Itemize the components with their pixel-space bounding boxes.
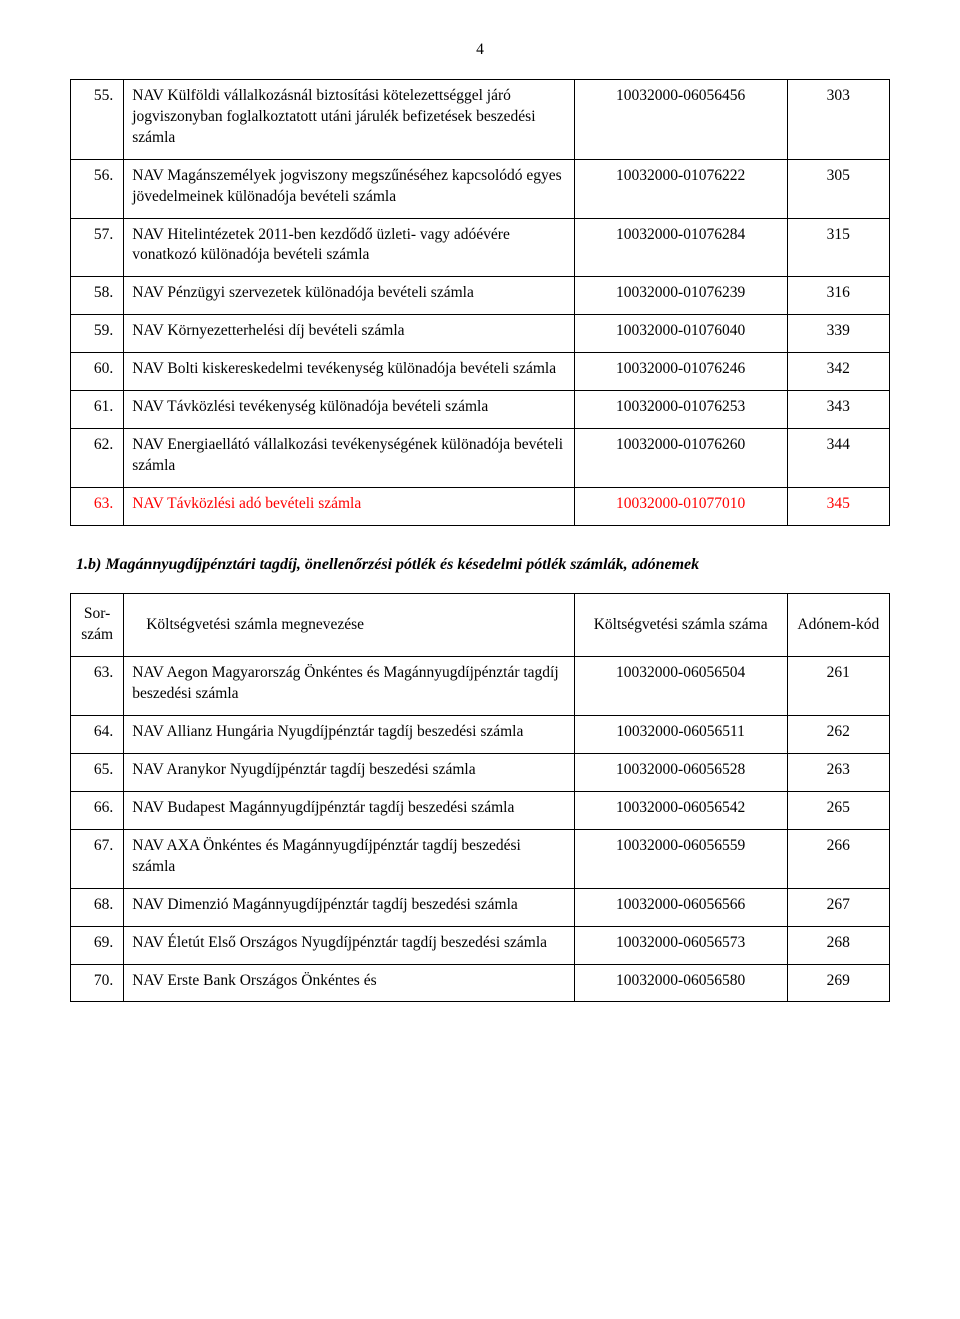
row-number: 63.	[71, 657, 124, 716]
row-number: 57.	[71, 218, 124, 277]
row-code: 261	[787, 657, 889, 716]
row-number: 65.	[71, 754, 124, 792]
row-number: 61.	[71, 391, 124, 429]
row-name: NAV Környezetterhelési díj bevételi szám…	[124, 315, 574, 353]
header-acct: Költségvetési számla száma	[574, 594, 787, 657]
row-code: 343	[787, 391, 889, 429]
table-upper: 55.NAV Külföldi vállalkozásnál biztosítá…	[70, 79, 890, 526]
row-account: 10032000-06056456	[574, 79, 787, 159]
row-code: 266	[787, 829, 889, 888]
row-account: 10032000-06056542	[574, 791, 787, 829]
section-heading: 1.b) Magánnyugdíjpénztári tagdíj, önelle…	[76, 554, 890, 576]
row-number: 68.	[71, 888, 124, 926]
row-number: 66.	[71, 791, 124, 829]
row-name: NAV Magánszemélyek jogviszony megszűnésé…	[124, 159, 574, 218]
row-number: 56.	[71, 159, 124, 218]
table-row: 57.NAV Hitelintézetek 2011-ben kezdődő ü…	[71, 218, 890, 277]
row-name: NAV Allianz Hungária Nyugdíjpénztár tagd…	[124, 716, 574, 754]
page-number: 4	[70, 40, 890, 61]
row-account: 10032000-01076246	[574, 353, 787, 391]
row-code: 265	[787, 791, 889, 829]
row-account: 10032000-06056511	[574, 716, 787, 754]
row-name: NAV Energiaellátó vállalkozási tevékenys…	[124, 429, 574, 488]
row-name: NAV Erste Bank Országos Önkéntes és	[124, 964, 574, 1002]
table-row: 65.NAV Aranykor Nyugdíjpénztár tagdíj be…	[71, 754, 890, 792]
row-code: 267	[787, 888, 889, 926]
row-account: 10032000-06056573	[574, 926, 787, 964]
row-code: 315	[787, 218, 889, 277]
table-lower: Sor-szám Költségvetési számla megnevezés…	[70, 593, 890, 1002]
row-code: 269	[787, 964, 889, 1002]
row-account: 10032000-01077010	[574, 487, 787, 525]
table-row: 61.NAV Távközlési tevékenység különadója…	[71, 391, 890, 429]
row-name: NAV Budapest Magánnyugdíjpénztár tagdíj …	[124, 791, 574, 829]
row-account: 10032000-06056528	[574, 754, 787, 792]
row-code: 339	[787, 315, 889, 353]
table-row: 70.NAV Erste Bank Országos Önkéntes és10…	[71, 964, 890, 1002]
row-account: 10032000-01076239	[574, 277, 787, 315]
table-row: 55.NAV Külföldi vállalkozásnál biztosítá…	[71, 79, 890, 159]
row-account: 10032000-06056566	[574, 888, 787, 926]
row-number: 63.	[71, 487, 124, 525]
table-row: 63.NAV Távközlési adó bevételi számla100…	[71, 487, 890, 525]
row-name: NAV Távközlési tevékenység különadója be…	[124, 391, 574, 429]
row-code: 345	[787, 487, 889, 525]
row-number: 58.	[71, 277, 124, 315]
table-row: 60.NAV Bolti kiskereskedelmi tevékenység…	[71, 353, 890, 391]
row-number: 55.	[71, 79, 124, 159]
header-num: Sor-szám	[71, 594, 124, 657]
row-account: 10032000-06056504	[574, 657, 787, 716]
table-header-row: Sor-szám Költségvetési számla megnevezés…	[71, 594, 890, 657]
row-name: NAV Hitelintézetek 2011-ben kezdődő üzle…	[124, 218, 574, 277]
row-name: NAV Dimenzió Magánnyugdíjpénztár tagdíj …	[124, 888, 574, 926]
row-number: 67.	[71, 829, 124, 888]
row-account: 10032000-01076260	[574, 429, 787, 488]
row-number: 62.	[71, 429, 124, 488]
row-code: 263	[787, 754, 889, 792]
row-name: NAV Aranykor Nyugdíjpénztár tagdíj besze…	[124, 754, 574, 792]
table-row: 56.NAV Magánszemélyek jogviszony megszűn…	[71, 159, 890, 218]
row-name: NAV Távközlési adó bevételi számla	[124, 487, 574, 525]
row-number: 64.	[71, 716, 124, 754]
row-name: NAV Külföldi vállalkozásnál biztosítási …	[124, 79, 574, 159]
row-account: 10032000-01076253	[574, 391, 787, 429]
row-account: 10032000-06056559	[574, 829, 787, 888]
row-account: 10032000-06056580	[574, 964, 787, 1002]
row-code: 344	[787, 429, 889, 488]
table-row: 69.NAV Életút Első Országos Nyugdíjpénzt…	[71, 926, 890, 964]
row-code: 262	[787, 716, 889, 754]
row-code: 305	[787, 159, 889, 218]
table-row: 62.NAV Energiaellátó vállalkozási tevéke…	[71, 429, 890, 488]
row-name: NAV Bolti kiskereskedelmi tevékenység kü…	[124, 353, 574, 391]
table-row: 63.NAV Aegon Magyarország Önkéntes és Ma…	[71, 657, 890, 716]
table-row: 68.NAV Dimenzió Magánnyugdíjpénztár tagd…	[71, 888, 890, 926]
row-code: 316	[787, 277, 889, 315]
table-row: 64.NAV Allianz Hungária Nyugdíjpénztár t…	[71, 716, 890, 754]
table-row: 58.NAV Pénzügyi szervezetek különadója b…	[71, 277, 890, 315]
row-code: 268	[787, 926, 889, 964]
row-name: NAV Életút Első Országos Nyugdíjpénztár …	[124, 926, 574, 964]
row-code: 303	[787, 79, 889, 159]
header-name: Költségvetési számla megnevezése	[124, 594, 574, 657]
row-number: 59.	[71, 315, 124, 353]
row-name: NAV AXA Önkéntes és Magánnyugdíjpénztár …	[124, 829, 574, 888]
table-row: 59.NAV Környezetterhelési díj bevételi s…	[71, 315, 890, 353]
row-code: 342	[787, 353, 889, 391]
table-row: 66.NAV Budapest Magánnyugdíjpénztár tagd…	[71, 791, 890, 829]
row-name: NAV Aegon Magyarország Önkéntes és Magán…	[124, 657, 574, 716]
row-account: 10032000-01076284	[574, 218, 787, 277]
row-number: 69.	[71, 926, 124, 964]
row-account: 10032000-01076040	[574, 315, 787, 353]
row-account: 10032000-01076222	[574, 159, 787, 218]
row-number: 60.	[71, 353, 124, 391]
header-code: Adónem-kód	[787, 594, 889, 657]
row-name: NAV Pénzügyi szervezetek különadója bevé…	[124, 277, 574, 315]
table-row: 67.NAV AXA Önkéntes és Magánnyugdíjpénzt…	[71, 829, 890, 888]
row-number: 70.	[71, 964, 124, 1002]
